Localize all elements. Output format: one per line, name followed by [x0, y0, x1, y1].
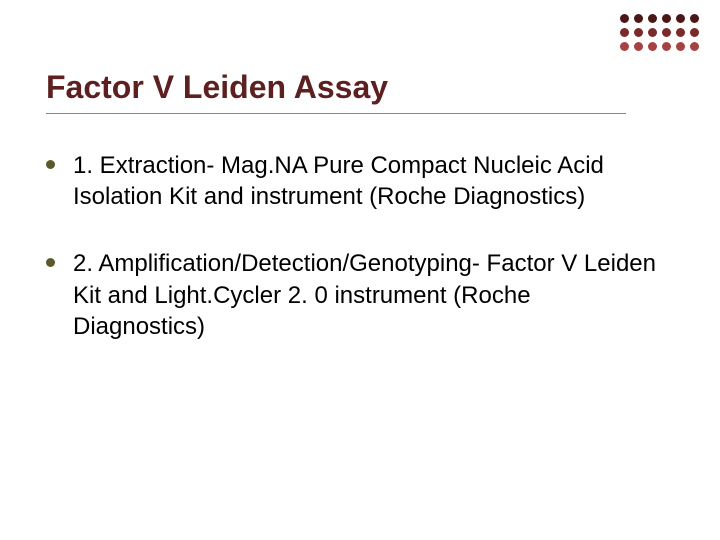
decoration-dot	[662, 14, 671, 23]
list-item-text: 2. Amplification/Detection/Genotyping- F…	[73, 248, 660, 342]
body-block: 1. Extraction- Mag.NA Pure Compact Nucle…	[46, 150, 660, 378]
decoration-dot	[676, 28, 685, 37]
decoration-dot	[690, 14, 699, 23]
decoration-dot	[662, 42, 671, 51]
decoration-dot	[648, 14, 657, 23]
slide: Factor V Leiden Assay 1. Extraction- Mag…	[0, 0, 720, 540]
decoration-dot	[662, 28, 671, 37]
bullet-icon	[46, 258, 55, 267]
title-underline	[46, 113, 626, 114]
decoration-dot	[620, 42, 629, 51]
list-item-text: 1. Extraction- Mag.NA Pure Compact Nucle…	[73, 150, 660, 212]
list-item: 1. Extraction- Mag.NA Pure Compact Nucle…	[46, 150, 660, 212]
decoration-dot	[634, 28, 643, 37]
decoration-dot	[620, 14, 629, 23]
decoration-dot	[620, 28, 629, 37]
decoration-dot	[648, 42, 657, 51]
decoration-dot	[634, 42, 643, 51]
decoration-dot	[676, 14, 685, 23]
slide-title: Factor V Leiden Assay	[46, 70, 660, 105]
decoration-dot	[648, 28, 657, 37]
title-block: Factor V Leiden Assay	[46, 70, 660, 114]
decoration-dot	[690, 42, 699, 51]
list-item: 2. Amplification/Detection/Genotyping- F…	[46, 248, 660, 342]
bullet-icon	[46, 160, 55, 169]
corner-decoration	[620, 14, 700, 52]
decoration-dot	[676, 42, 685, 51]
decoration-dot	[634, 14, 643, 23]
decoration-dot	[690, 28, 699, 37]
